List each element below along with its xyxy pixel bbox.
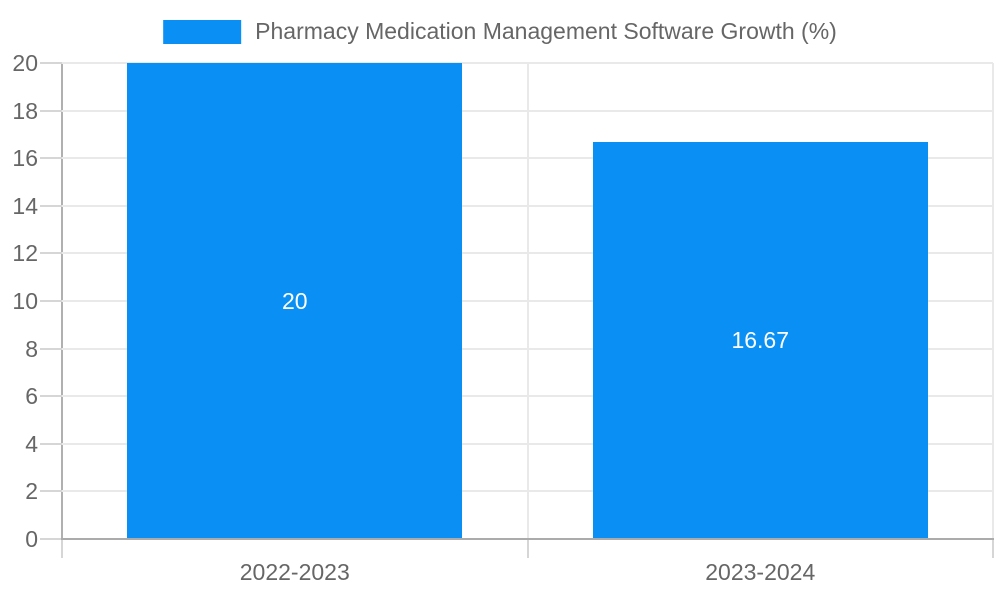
x-tick-mark	[526, 540, 529, 558]
y-tick-mark	[40, 490, 62, 493]
y-tick-mark	[40, 442, 62, 445]
y-tick-mark	[40, 347, 62, 350]
y-tick-label: 8	[25, 335, 38, 362]
y-tick-label: 14	[12, 192, 38, 219]
y-tick-mark	[40, 62, 62, 64]
plot-area: 0 2 4 6 8 10 12 14 16 18 20 20 2022-2023 16.67 2023-20…	[12, 51, 994, 585]
y-tick-mark	[40, 300, 62, 302]
y-tick-mark	[40, 252, 62, 255]
legend-swatch	[163, 19, 242, 44]
x-tick-mark	[992, 540, 994, 558]
bar[interactable]: 20	[127, 63, 463, 539]
y-tick-label: 6	[25, 383, 38, 410]
legend-item[interactable]: Pharmacy Medication Management Software …	[163, 18, 837, 45]
legend-label: Pharmacy Medication Management Software …	[255, 18, 837, 44]
y-tick-mark	[40, 157, 62, 160]
y-tick-label: 0	[25, 526, 38, 552]
x-tick-label: 2022-2023	[239, 559, 350, 585]
y-tick-label: 2	[25, 478, 38, 505]
x-tick-label: 2023-2024	[705, 559, 816, 585]
y-tick-label: 4	[25, 430, 38, 457]
bar-value-label: 20	[281, 287, 308, 314]
y-tick-label: 18	[12, 97, 38, 124]
y-tick-label: 12	[12, 240, 38, 267]
y-tick-mark	[40, 538, 62, 540]
v-gridline	[526, 63, 529, 539]
y-tick-mark	[40, 204, 62, 207]
y-tick-mark	[40, 395, 62, 398]
x-axis-line	[61, 538, 994, 540]
v-gridline	[992, 63, 994, 539]
y-tick-label: 16	[12, 145, 38, 172]
bar-value-label: 16.67	[731, 327, 790, 354]
y-tick-label: 10	[12, 288, 38, 314]
x-tick-mark	[61, 540, 63, 558]
y-tick-label: 20	[12, 50, 38, 76]
bar[interactable]: 16.67	[592, 142, 928, 539]
y-tick-mark	[40, 109, 62, 112]
